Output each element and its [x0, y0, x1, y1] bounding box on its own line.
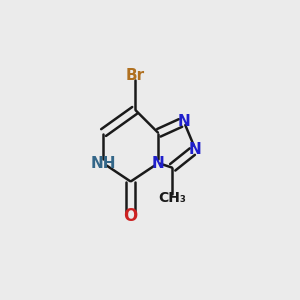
Text: CH₃: CH₃ — [158, 191, 186, 205]
Text: N: N — [177, 114, 190, 129]
Text: O: O — [124, 207, 138, 225]
Text: N: N — [152, 155, 165, 170]
Text: N: N — [189, 142, 202, 157]
Text: Br: Br — [126, 68, 145, 83]
Text: NH: NH — [90, 155, 116, 170]
